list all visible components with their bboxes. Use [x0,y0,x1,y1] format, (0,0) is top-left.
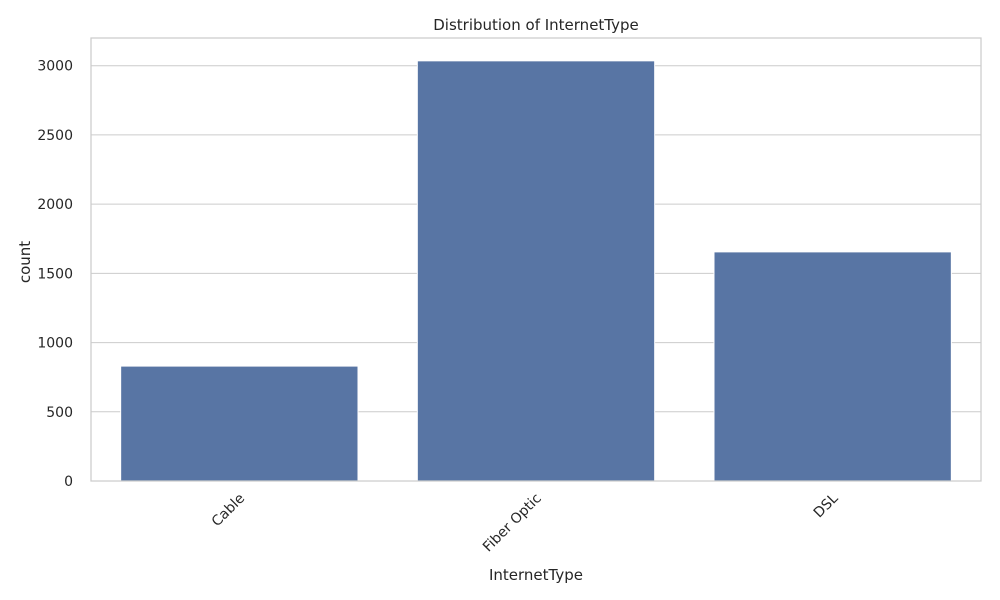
x-tick-label: Cable [209,491,248,530]
y-tick-label: 2500 [37,128,73,144]
bars [120,60,952,482]
x-axis-label: InternetType [489,566,583,584]
plot-frame [90,37,982,482]
y-tick-label: 500 [46,405,73,421]
y-tick-label: 0 [64,474,73,490]
x-tick-labels: Cable Fiber Optic DSL [209,490,842,555]
y-axis-label: count [16,241,34,283]
bar-fiber-optic [416,60,656,482]
y-tick-label: 1000 [37,336,73,352]
bar-cable [120,365,359,482]
chart-title: Distribution of InternetType [433,16,639,34]
x-tick-label: Fiber Optic [480,491,545,556]
y-tick-labels: 0 500 1000 1500 2000 2500 3000 [37,59,73,490]
bar-dsl [713,251,952,482]
y-tick-label: 1500 [37,266,73,282]
y-tick-label: 3000 [37,59,73,75]
x-tick-label: DSL [811,490,842,521]
y-tick-label: 2000 [37,197,73,213]
